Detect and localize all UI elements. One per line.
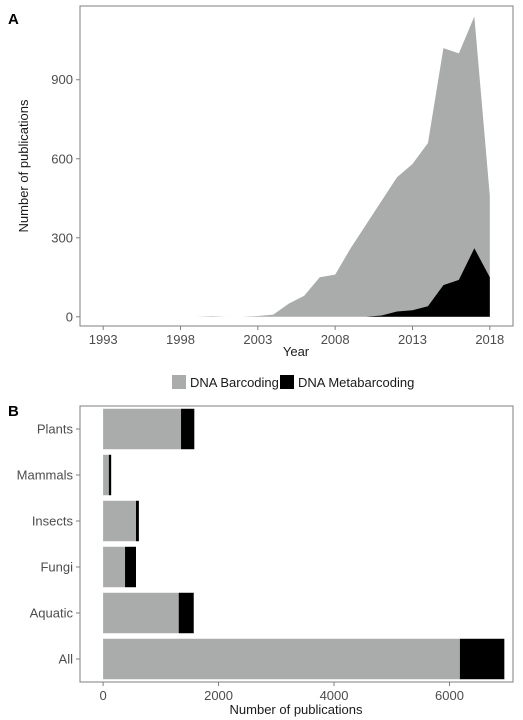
area-series-metabarcoding <box>103 248 490 317</box>
legend: DNA Barcoding DNA Metabarcoding <box>172 375 414 390</box>
area-chart-marks <box>103 16 490 317</box>
bar-fungi-metabarcoding <box>125 546 137 588</box>
bar-insects-barcoding <box>103 500 137 542</box>
panel-b-label: B <box>8 403 19 420</box>
legend-swatch-barcoding <box>172 375 186 389</box>
bar-x-tick-label: 2000 <box>204 688 233 703</box>
bar-y-ticks: Plants Mammals Insects Fungi Aquatic All <box>17 422 80 667</box>
area-x-tick-label: 1998 <box>166 332 195 347</box>
area-x-tick-label: 2013 <box>398 332 427 347</box>
bar-all-barcoding <box>103 638 460 680</box>
bar-plants-metabarcoding <box>181 408 195 450</box>
legend-label-barcoding: DNA Barcoding <box>190 375 279 390</box>
legend-swatch-metabarcoding <box>280 375 294 389</box>
bar-category-label: Mammals <box>17 468 74 483</box>
legend-label-metabarcoding: DNA Metabarcoding <box>298 375 414 390</box>
bar-aquatic-barcoding <box>103 592 179 634</box>
area-x-axis-title: Year <box>283 344 310 359</box>
bar-x-tick-label: 6000 <box>435 688 464 703</box>
bar-mammals-metabarcoding <box>108 454 112 496</box>
bar-fungi-barcoding <box>103 546 126 588</box>
bar-aquatic-metabarcoding <box>178 592 194 634</box>
bar-x-tick-label: 4000 <box>320 688 349 703</box>
panel-a-label: A <box>8 11 19 28</box>
bar-insects-metabarcoding <box>136 500 139 542</box>
area-x-tick-label: 2008 <box>321 332 350 347</box>
bar-x-axis-title: Number of publications <box>230 702 363 717</box>
bar-category-label: All <box>59 652 74 667</box>
panel-b-frame <box>79 405 514 683</box>
bar-category-label: Plants <box>37 422 74 437</box>
bar-category-label: Fungi <box>40 560 73 575</box>
area-x-tick-label: 2003 <box>243 332 272 347</box>
area-series-barcoding <box>103 16 490 317</box>
area-x-ticks: 1993 1998 2003 2008 2013 2018 <box>89 326 504 347</box>
bar-mammals-barcoding <box>103 454 109 496</box>
bar-category-label: Aquatic <box>30 606 74 621</box>
area-y-tick-label: 0 <box>66 309 73 324</box>
area-y-tick-label: 300 <box>51 230 73 245</box>
bar-all-metabarcoding <box>459 638 505 680</box>
bar-x-tick-label: 0 <box>99 688 106 703</box>
area-y-tick-label: 600 <box>51 151 73 166</box>
bar-chart-marks <box>103 408 505 680</box>
area-y-ticks: 0 300 600 900 <box>51 72 80 324</box>
area-y-tick-label: 900 <box>51 72 73 87</box>
area-y-axis-title: Number of publications <box>16 99 31 232</box>
area-x-tick-label: 2018 <box>475 332 504 347</box>
area-x-tick-label: 1993 <box>89 332 118 347</box>
panel-a-frame <box>79 5 514 327</box>
bar-category-label: Insects <box>32 514 74 529</box>
bar-plants-barcoding <box>103 408 182 450</box>
bar-x-ticks: 0 2000 4000 6000 <box>99 682 464 703</box>
